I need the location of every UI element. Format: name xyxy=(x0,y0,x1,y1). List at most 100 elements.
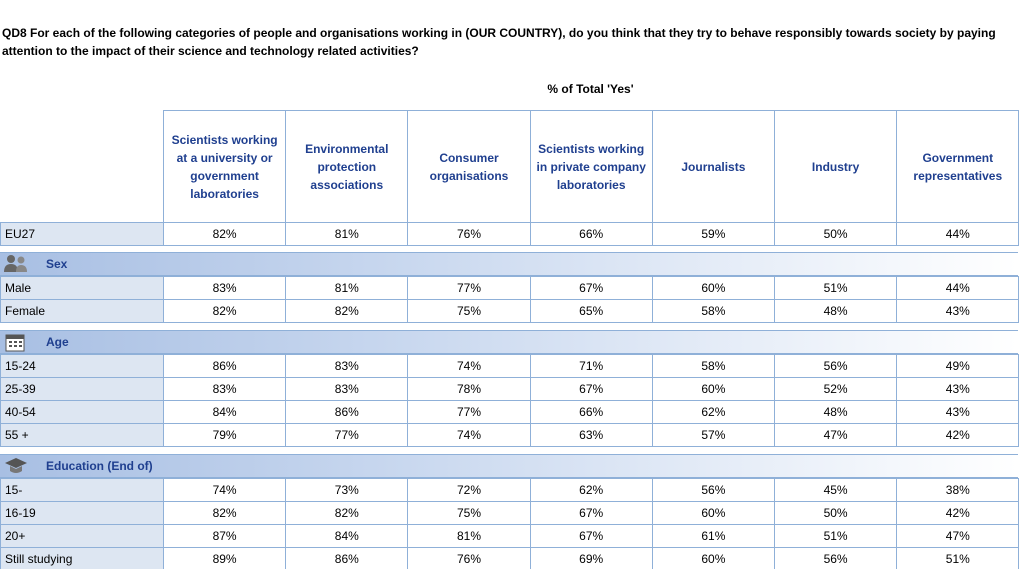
section-icon xyxy=(5,334,25,352)
cell: 82% xyxy=(285,299,409,323)
row-label: Female xyxy=(0,299,164,323)
cell: 73% xyxy=(285,478,409,502)
cell: 84% xyxy=(285,524,409,548)
row-label: 20+ xyxy=(0,524,164,548)
cell: 51% xyxy=(774,524,898,548)
column-header: Government representatives xyxy=(896,110,1020,223)
cell: 52% xyxy=(774,377,898,401)
column-header: Scientists working in private company la… xyxy=(529,110,653,223)
cell: 86% xyxy=(285,547,409,569)
row-label: 55 + xyxy=(0,423,164,447)
cell: 82% xyxy=(163,222,287,246)
cell: 50% xyxy=(774,222,898,246)
cell: 69% xyxy=(529,547,653,569)
row-label: 25-39 xyxy=(0,377,164,401)
cell: 62% xyxy=(529,478,653,502)
cell: 79% xyxy=(163,423,287,447)
cell: 76% xyxy=(407,547,531,569)
section-icon xyxy=(4,255,27,272)
cell: 42% xyxy=(896,501,1020,525)
cell: 71% xyxy=(529,354,653,378)
row-label: 16-19 xyxy=(0,501,164,525)
cell: 60% xyxy=(651,276,775,300)
cell: 86% xyxy=(285,400,409,424)
column-header: Scientists working at a university or go… xyxy=(163,110,287,223)
cell: 74% xyxy=(163,478,287,502)
column-header: Consumer organisations xyxy=(407,110,531,223)
cell: 67% xyxy=(529,501,653,525)
cell: 44% xyxy=(896,276,1020,300)
row-label: 15-24 xyxy=(0,354,164,378)
cell: 67% xyxy=(529,276,653,300)
cell: 50% xyxy=(774,501,898,525)
cell: 81% xyxy=(285,222,409,246)
cell: 43% xyxy=(896,400,1020,424)
cell: 66% xyxy=(529,400,653,424)
cell: 58% xyxy=(651,354,775,378)
cell: 59% xyxy=(651,222,775,246)
cell: 42% xyxy=(896,423,1020,447)
cell: 51% xyxy=(774,276,898,300)
cell: 75% xyxy=(407,299,531,323)
cell: 77% xyxy=(407,400,531,424)
cell: 72% xyxy=(407,478,531,502)
column-header: Industry xyxy=(774,110,898,223)
cell: 82% xyxy=(163,501,287,525)
cell: 60% xyxy=(651,377,775,401)
cell: 51% xyxy=(896,547,1020,569)
cell: 81% xyxy=(285,276,409,300)
cell: 78% xyxy=(407,377,531,401)
cell: 49% xyxy=(896,354,1020,378)
column-header: Environmental protection associations xyxy=(285,110,409,223)
cell: 67% xyxy=(529,524,653,548)
cell: 83% xyxy=(285,354,409,378)
row-label: EU27 xyxy=(0,222,164,246)
cell: 74% xyxy=(407,423,531,447)
cell: 45% xyxy=(774,478,898,502)
cell: 47% xyxy=(896,524,1020,548)
cell: 65% xyxy=(529,299,653,323)
cell: 75% xyxy=(407,501,531,525)
cell: 48% xyxy=(774,299,898,323)
cell: 58% xyxy=(651,299,775,323)
cell: 47% xyxy=(774,423,898,447)
cell: 60% xyxy=(651,547,775,569)
cell: 56% xyxy=(774,547,898,569)
cell: 83% xyxy=(163,276,287,300)
cell: 43% xyxy=(896,299,1020,323)
cell: 48% xyxy=(774,400,898,424)
cell: 61% xyxy=(651,524,775,548)
cell: 74% xyxy=(407,354,531,378)
cell: 38% xyxy=(896,478,1020,502)
cell: 87% xyxy=(163,524,287,548)
column-header: Journalists xyxy=(651,110,775,223)
cell: 60% xyxy=(651,501,775,525)
cell: 66% xyxy=(529,222,653,246)
cell: 86% xyxy=(163,354,287,378)
cell: 89% xyxy=(163,547,287,569)
question: QD8 For each of the following categories… xyxy=(2,26,996,58)
cell: 44% xyxy=(896,222,1020,246)
cell: 77% xyxy=(407,276,531,300)
subtitle: % of Total 'Yes' xyxy=(547,82,634,96)
cell: 77% xyxy=(285,423,409,447)
section-title: Sex xyxy=(46,257,68,271)
row-label: Male xyxy=(0,276,164,300)
row-label: Still studying xyxy=(0,547,164,569)
cell: 57% xyxy=(651,423,775,447)
row-label: 40-54 xyxy=(0,400,164,424)
cell: 56% xyxy=(651,478,775,502)
section-title: Age xyxy=(46,335,69,349)
section-icon xyxy=(5,458,27,473)
row-label: 15- xyxy=(0,478,164,502)
cell: 81% xyxy=(407,524,531,548)
cell: 83% xyxy=(285,377,409,401)
cell: 82% xyxy=(285,501,409,525)
cell: 67% xyxy=(529,377,653,401)
cell: 83% xyxy=(163,377,287,401)
section-header: Education (End of) xyxy=(0,454,1018,478)
section-header: Age xyxy=(0,330,1018,354)
cell: 63% xyxy=(529,423,653,447)
section-header: Sex xyxy=(0,252,1018,276)
